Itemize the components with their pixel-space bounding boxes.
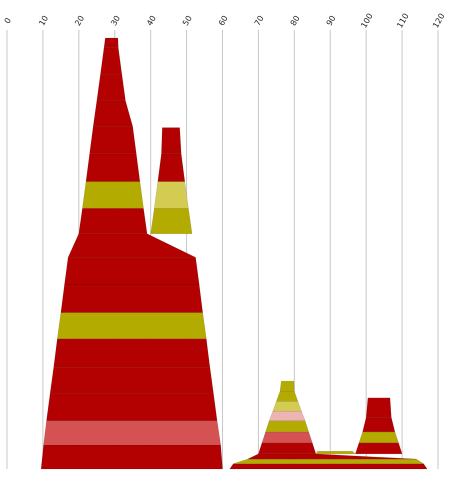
peak-a-band-5 xyxy=(57,312,207,340)
peak-a-band-4 xyxy=(53,338,211,368)
peak-c-band-7 xyxy=(272,401,302,412)
peak-b-band-0 xyxy=(150,207,193,234)
x-tick-label-90: 90 xyxy=(325,14,338,27)
peak-a-band-0 xyxy=(40,444,223,470)
peak-c xyxy=(229,380,428,470)
peak-a-band-16 xyxy=(103,37,119,49)
peak-a-band-1 xyxy=(43,420,221,446)
x-tick-label-50: 50 xyxy=(181,14,194,27)
peak-a-band-12 xyxy=(89,126,137,155)
x-tick-label-110: 110 xyxy=(395,12,410,30)
peak-c-band-3 xyxy=(258,442,317,455)
x-tick-label-80: 80 xyxy=(289,14,302,27)
x-tick-label-20: 20 xyxy=(73,14,86,27)
peak-b-band-3 xyxy=(161,127,182,155)
peak-d-band-1 xyxy=(358,431,399,443)
peak-b xyxy=(150,127,193,234)
area-bands xyxy=(40,37,428,470)
peak-a-band-2 xyxy=(46,393,218,421)
x-tick-label-40: 40 xyxy=(145,14,158,27)
x-tick-label-120: 120 xyxy=(431,12,446,30)
x-tick-label-0: 0 xyxy=(3,16,13,25)
baseline-strip-band-0 xyxy=(315,451,357,455)
peak-c-band-9 xyxy=(279,380,295,392)
x-tick-label-60: 60 xyxy=(217,14,230,27)
peak-a-band-9 xyxy=(78,207,148,234)
peak-a-band-10 xyxy=(82,181,144,209)
peak-c-band-8 xyxy=(276,391,299,402)
peak-a-band-8 xyxy=(67,233,196,258)
peak-a-band-14 xyxy=(96,74,126,102)
peak-c-band-2 xyxy=(247,453,417,460)
peak-b-band-2 xyxy=(157,153,186,182)
peak-c-band-6 xyxy=(268,410,306,421)
x-tick-label-30: 30 xyxy=(109,14,122,27)
peak-b-band-1 xyxy=(154,181,189,209)
peak-c-band-0 xyxy=(229,463,428,470)
x-tick-label-70: 70 xyxy=(253,14,266,27)
peak-d-band-2 xyxy=(362,417,396,433)
peak-a-band-7 xyxy=(64,257,200,285)
peak-a-band-15 xyxy=(100,47,123,75)
x-tick-label-100: 100 xyxy=(359,12,374,30)
peak-d-band-3 xyxy=(365,397,392,418)
peak-a xyxy=(40,37,223,470)
peak-c-band-5 xyxy=(265,420,310,433)
peak-c-band-1 xyxy=(233,458,425,465)
x-tick-labels: 0 10 20 30 40 50 60 70 80 90 100 110 120 xyxy=(3,12,447,30)
peak-d xyxy=(355,397,403,455)
peak-a-band-3 xyxy=(49,367,214,394)
peak-a-band-6 xyxy=(60,284,203,313)
peak-c-band-4 xyxy=(261,431,313,443)
baseline-strip xyxy=(315,451,357,455)
peak-a-band-11 xyxy=(85,153,141,182)
peak-a-band-13 xyxy=(92,100,134,127)
peak-d-band-0 xyxy=(355,442,403,455)
x-tick-label-10: 10 xyxy=(37,14,50,27)
